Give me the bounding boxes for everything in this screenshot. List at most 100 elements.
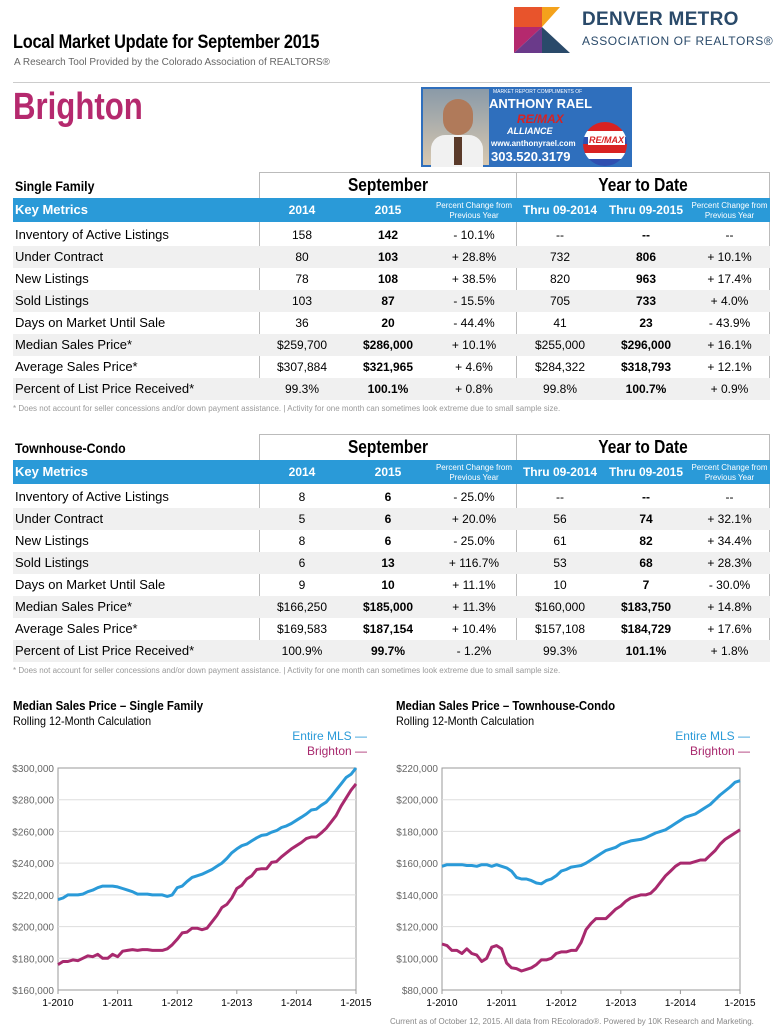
value-pct-change: + 20.0% [451, 512, 497, 526]
y-tick-label: $160,000 [396, 859, 438, 870]
col-ytd-2014: Thru 09-2014 [522, 465, 598, 479]
value-2014: $166,250 [276, 600, 328, 614]
x-tick-label: 1-2012 [162, 998, 194, 1009]
metric-label: Sold Listings [15, 555, 89, 570]
value-2015: 142 [377, 228, 399, 242]
table-row: Sold Listings 103 87 - 15.5% 705 733 + 4.0% [13, 290, 770, 312]
ytd-label: Year to Date [598, 175, 688, 195]
col-pct-change: Percent Change from Previous Year [435, 201, 513, 220]
metric-label: Days on Market Until Sale [15, 577, 166, 592]
value-ytd-pct-change: -- [725, 490, 734, 504]
value-ytd-pct-change: - 43.9% [708, 316, 751, 330]
agent-ad-banner[interactable]: MARKET REPORT COMPLIMENTS OF ANTHONY RAE… [421, 87, 632, 167]
value-ytd-pct-change: + 17.6% [707, 622, 752, 636]
y-tick-label: $200,000 [396, 796, 438, 807]
value-ytd-2015: $318,793 [620, 360, 672, 374]
value-pct-change: - 15.5% [453, 294, 495, 308]
logo-title: DENVER METRO [582, 9, 739, 30]
agent-name: ANTHONY RAEL [489, 96, 593, 111]
value-pct-change: + 38.5% [451, 272, 497, 286]
dmar-logo: DENVER METRO ASSOCIATION OF REALTORS® [512, 5, 774, 55]
value-ytd-pct-change: + 4.0% [710, 294, 749, 308]
series-line-entire-mls [441, 779, 741, 886]
value-ytd-2014: $284,322 [534, 360, 586, 374]
value-2014: 9 [298, 578, 306, 592]
value-2015: 103 [377, 250, 399, 264]
value-ytd-2015: 82 [639, 534, 653, 548]
period-label: September [347, 175, 429, 195]
value-ytd-2015: 733 [635, 294, 657, 308]
agent-phone[interactable]: 303.520.3179 [491, 149, 571, 164]
legend-entire-mls: Entire MLS — [292, 729, 367, 743]
value-2015: 100.1% [367, 382, 409, 396]
value-pct-change: + 10.4% [451, 622, 497, 636]
table-row: New Listings 78 108 + 38.5% 820 963 + 17.4% [13, 268, 770, 290]
value-ytd-2015: 100.7% [625, 382, 667, 396]
value-ytd-2015: -- [642, 490, 650, 504]
value-ytd-2014: 10 [553, 578, 567, 592]
value-pct-change: - 25.0% [453, 490, 495, 504]
dmar-logo-icon [514, 7, 570, 53]
x-tick-label: 1-2015 [724, 998, 756, 1009]
x-tick-label: 1-2013 [605, 998, 637, 1009]
value-2014: 8 [298, 490, 306, 504]
y-tick-label: $180,000 [12, 954, 54, 965]
value-ytd-2014: -- [556, 490, 564, 504]
y-tick-label: $300,000 [12, 764, 54, 775]
agent-website[interactable]: www.anthonyrael.com [491, 139, 576, 148]
chart-subtitle-single-family: Rolling 12-Month Calculation [13, 714, 152, 728]
value-2015: 20 [381, 316, 395, 330]
header-divider [13, 82, 770, 83]
metric-label: Under Contract [15, 249, 104, 264]
logo-subtitle: ASSOCIATION OF REALTORS® [582, 34, 774, 48]
value-ytd-pct-change: + 12.1% [707, 360, 752, 374]
col-2014: 2014 [288, 203, 316, 217]
metric-label: New Listings [15, 271, 89, 286]
value-ytd-2014: 705 [549, 294, 571, 308]
value-ytd-pct-change: + 10.1% [707, 250, 752, 264]
page-title: Local Market Update for September 2015 [13, 32, 320, 53]
legend-brighton: Brighton — [689, 744, 750, 758]
value-ytd-2015: $183,750 [620, 600, 672, 614]
y-tick-label: $140,000 [396, 891, 438, 902]
value-ytd-2014: 53 [553, 556, 567, 570]
value-pct-change: + 11.3% [452, 600, 496, 614]
value-2015: 99.7% [370, 644, 406, 658]
value-2014: $307,884 [276, 360, 328, 374]
value-2014: 99.3% [284, 382, 320, 396]
value-pct-change: + 4.6% [455, 360, 493, 374]
table-row: Median Sales Price* $166,250 $185,000 + 11.… [13, 596, 770, 618]
value-2015: $321,965 [362, 360, 414, 374]
x-tick-label: 1-2011 [102, 998, 133, 1009]
value-ytd-pct-change: + 17.4% [707, 272, 752, 286]
value-ytd-2015: -- [642, 228, 650, 242]
ad-compliments: MARKET REPORT COMPLIMENTS OF [493, 89, 583, 95]
value-2014: 100.9% [281, 644, 323, 658]
value-pct-change: + 28.8% [451, 250, 497, 264]
value-2014: 36 [295, 316, 309, 330]
value-ytd-2014: 41 [553, 316, 567, 330]
chart-title-single-family: Median Sales Price – Single Family [13, 698, 204, 713]
value-pct-change: + 116.7% [448, 556, 500, 570]
remax-brand: RE/MAX [517, 112, 564, 126]
col-2014: 2014 [288, 465, 316, 479]
balloon-label: RE/MAX [588, 135, 626, 145]
metric-label: Median Sales Price* [15, 337, 133, 352]
footnote: * Does not account for seller concession… [13, 666, 561, 675]
value-ytd-2015: 74 [639, 512, 653, 526]
value-ytd-2014: 99.8% [542, 382, 578, 396]
table-row: Under Contract 80 103 + 28.8% 732 806 + 10.1% [13, 246, 770, 268]
col-key-metrics: Key Metrics [15, 202, 88, 217]
value-ytd-2014: -- [556, 228, 564, 242]
value-2014: 78 [295, 272, 309, 286]
value-ytd-2014: 56 [553, 512, 567, 526]
legend-brighton: Brighton — [306, 744, 367, 758]
townhouse-price-chart: $80,000 $100,000 $120,000 $140,000 $160,000 $… [396, 764, 756, 1009]
period-label: September [347, 437, 429, 457]
value-ytd-2014: 99.3% [542, 644, 578, 658]
table-row: Average Sales Price* $307,884 $321,965 + 4.… [13, 356, 770, 378]
value-ytd-2015: 806 [635, 250, 657, 264]
agent-photo [423, 89, 489, 167]
value-ytd-2015: $184,729 [620, 622, 672, 636]
y-tick-label: $80,000 [402, 986, 439, 997]
